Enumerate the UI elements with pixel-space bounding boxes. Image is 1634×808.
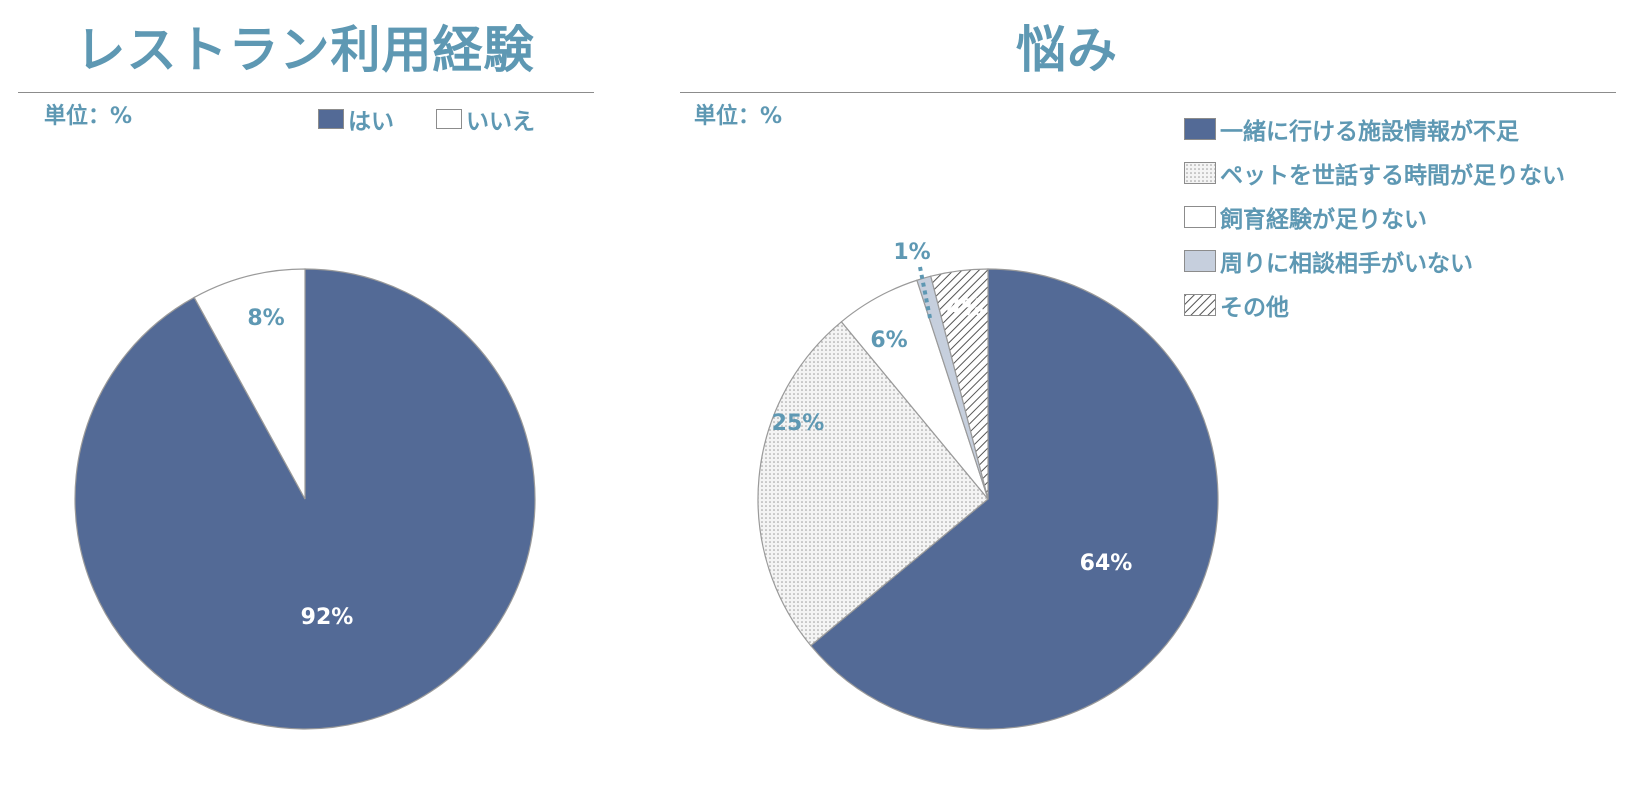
- legend-item-yes: はい: [318, 102, 394, 136]
- worries-pie-chart: 64% 25% 6% 1% 4%: [757, 240, 1219, 730]
- legend-swatch-other: [1184, 294, 1216, 316]
- data-label-time: 25%: [772, 411, 825, 436]
- legend-swatch-yes: [318, 109, 344, 129]
- left-panel: レストラン利用経験 単位：% はい いいえ 92% 8%: [0, 0, 610, 808]
- pie-slice-other: [930, 268, 989, 500]
- legend-label-consult: 周りに相談相手がいない: [1220, 251, 1473, 277]
- title-rule: [680, 92, 1616, 93]
- data-label-experience: 6%: [870, 328, 907, 353]
- data-label-other: 4%: [946, 296, 983, 321]
- legend-swatch-time: [1184, 162, 1216, 184]
- leader-line-consult: [918, 266, 932, 319]
- legend-item-facility: 一緒に行ける施設情報が不足: [1184, 112, 1519, 146]
- legend-swatch-consult: [1184, 250, 1216, 272]
- right-panel: 悩み 単位：% 一緒に行ける施設情報が不足 ペットを世話する時間が足りない 飼育…: [680, 0, 1634, 808]
- dots-pattern-icon: [1185, 163, 1215, 183]
- legend-item-no: いいえ: [436, 102, 535, 136]
- data-label-yes: 92%: [301, 605, 354, 630]
- data-label-facility: 64%: [1080, 551, 1133, 576]
- legend-swatch-facility: [1184, 118, 1216, 140]
- unit-label: 単位：%: [694, 104, 783, 129]
- legend-label-time: ペットを世話する時間が足りない: [1220, 163, 1565, 189]
- pie-slice-facility: [809, 268, 1219, 730]
- chart-title-worries: 悩み: [1016, 21, 1118, 79]
- legend-item-other: その他: [1184, 288, 1289, 322]
- data-label-consult: 1%: [893, 240, 930, 265]
- pie-slice-time: [757, 320, 989, 647]
- title-rule: [18, 92, 594, 93]
- legend-label-facility: 一緒に行ける施設情報が不足: [1220, 119, 1519, 145]
- legend-label-yes: はい: [348, 109, 394, 135]
- legend-swatch-experience: [1184, 206, 1216, 228]
- legend-label-experience: 飼育経験が足りない: [1220, 207, 1427, 233]
- chart-title-restaurant: レストラン利用経験: [75, 21, 535, 79]
- restaurant-pie-chart: 92% 8%: [74, 268, 536, 730]
- legend-item-time: ペットを世話する時間が足りない: [1184, 156, 1565, 190]
- pie-slice-no: [193, 268, 306, 500]
- unit-label: 単位：%: [44, 104, 133, 129]
- legend-item-experience: 飼育経験が足りない: [1184, 200, 1427, 234]
- hatch-pattern-icon: [1185, 295, 1215, 315]
- legend-item-consult: 周りに相談相手がいない: [1184, 244, 1473, 278]
- legend-swatch-no: [436, 109, 462, 129]
- legend-label-no: いいえ: [466, 109, 535, 135]
- data-label-no: 8%: [247, 306, 284, 331]
- legend-label-other: その他: [1220, 295, 1289, 321]
